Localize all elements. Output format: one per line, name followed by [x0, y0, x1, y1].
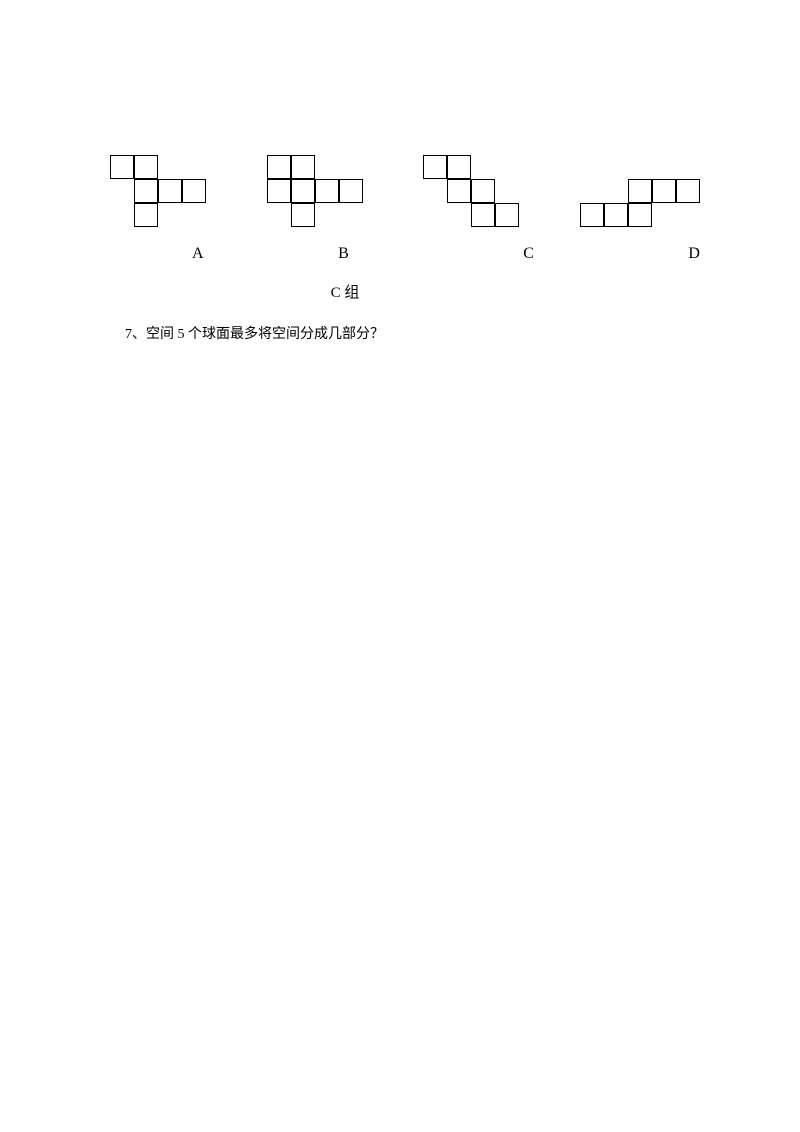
net-cell [652, 179, 676, 203]
net-cell [628, 203, 652, 227]
diagram-option-a [110, 155, 206, 227]
net-cell [134, 155, 158, 179]
net-diagram [580, 179, 700, 227]
net-cell [315, 179, 339, 203]
net-diagram [423, 155, 519, 227]
diagram-option-b [267, 155, 363, 227]
net-cell [134, 203, 158, 227]
group-label: C 组 [0, 281, 700, 302]
net-cell [676, 179, 700, 203]
net-cell [291, 179, 315, 203]
question-7: 7、空间 5 个球面最多将空间分成几部分？ [125, 322, 700, 347]
question-number: 7、 [125, 327, 146, 342]
net-cell [267, 179, 291, 203]
net-diagram [110, 155, 206, 227]
net-cell [447, 155, 471, 179]
net-cell [134, 179, 158, 203]
net-cell [580, 203, 604, 227]
option-label-b: B [338, 245, 349, 263]
net-cell [471, 179, 495, 203]
net-cell [604, 203, 628, 227]
net-cell [447, 179, 471, 203]
net-cell [267, 155, 291, 179]
net-cell [182, 179, 206, 203]
net-cell [495, 203, 519, 227]
option-label-c: C [523, 245, 534, 263]
option-label-d: D [688, 245, 700, 263]
question-text: 空间 5 个球面最多将空间分成几部分？ [146, 327, 384, 342]
net-cell [423, 155, 447, 179]
net-cell [291, 203, 315, 227]
option-label-a: A [192, 245, 204, 263]
diagram-option-c [423, 155, 519, 227]
diagrams-row [100, 155, 700, 227]
net-cell [158, 179, 182, 203]
diagram-option-d [580, 179, 700, 227]
net-cell [471, 203, 495, 227]
net-cell [110, 155, 134, 179]
net-cell [291, 155, 315, 179]
labels-row: A B C D [100, 237, 700, 263]
net-cell [628, 179, 652, 203]
net-diagram [267, 155, 363, 227]
net-cell [339, 179, 363, 203]
